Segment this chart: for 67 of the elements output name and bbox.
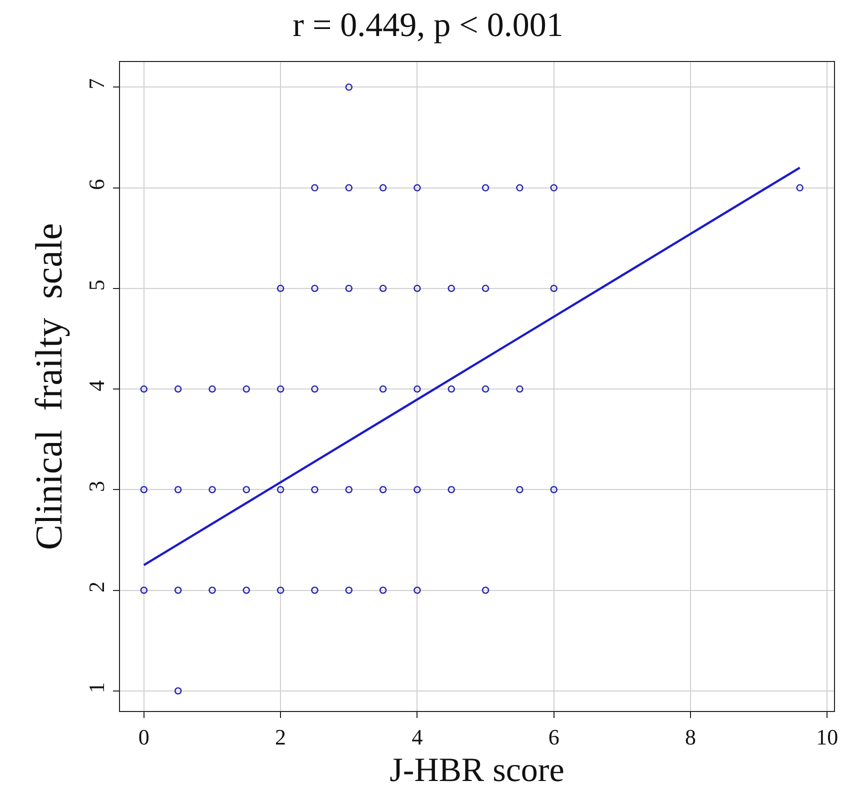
y-tick-label: 6 — [84, 178, 110, 190]
point — [140, 486, 148, 494]
x-tick-label: 10 — [816, 724, 838, 750]
y-tick-label: 3 — [84, 480, 110, 492]
point — [345, 486, 353, 494]
point — [174, 687, 182, 695]
point — [140, 586, 148, 594]
point — [208, 486, 216, 494]
point — [379, 586, 387, 594]
point — [379, 486, 387, 494]
point — [448, 284, 456, 292]
x-tick-label: 6 — [548, 724, 560, 750]
point — [414, 184, 421, 192]
point — [345, 284, 353, 292]
point — [414, 486, 421, 494]
point — [276, 284, 284, 292]
point — [345, 184, 353, 192]
point — [482, 184, 490, 192]
x-tick-label: 8 — [685, 724, 696, 750]
point — [242, 385, 250, 393]
point — [482, 586, 490, 594]
point — [345, 586, 353, 594]
point — [379, 284, 387, 292]
chart-title: r = 0.449, p < 0.001 — [292, 6, 564, 44]
y-tick-label: 1 — [84, 682, 110, 694]
point — [311, 284, 318, 292]
point — [550, 486, 558, 494]
y-tick-label: 4 — [84, 380, 110, 392]
point — [448, 385, 456, 393]
y-tick-label: 5 — [84, 280, 110, 291]
point — [174, 486, 182, 494]
point — [482, 284, 490, 292]
point — [242, 486, 250, 494]
point — [276, 385, 284, 393]
point — [414, 385, 421, 393]
point — [516, 385, 524, 393]
x-tick-label: 0 — [138, 724, 150, 750]
point — [208, 385, 216, 393]
point — [311, 486, 318, 494]
point — [345, 84, 353, 91]
y-tick-label: 7 — [84, 78, 110, 90]
point — [311, 184, 318, 192]
y-tick-label: 2 — [84, 581, 110, 592]
point — [379, 385, 387, 393]
point — [550, 284, 558, 292]
x-tick-label: 4 — [412, 724, 423, 750]
point — [414, 586, 421, 594]
point — [174, 385, 182, 393]
point — [516, 184, 524, 192]
point — [448, 486, 456, 494]
point — [174, 586, 182, 594]
x-axis-title: J-HBR score — [390, 752, 564, 789]
point — [379, 184, 387, 192]
point — [242, 586, 250, 594]
y-axis-title: Clinical frailty scale — [28, 222, 70, 550]
point — [140, 385, 148, 393]
point — [311, 586, 318, 594]
point — [276, 486, 284, 494]
point — [796, 184, 804, 192]
point — [414, 284, 421, 292]
point — [208, 586, 216, 594]
point — [482, 385, 490, 393]
point — [550, 184, 558, 192]
point — [276, 586, 284, 594]
point — [311, 385, 318, 393]
x-tick-label: 2 — [275, 724, 286, 750]
point — [516, 486, 524, 494]
